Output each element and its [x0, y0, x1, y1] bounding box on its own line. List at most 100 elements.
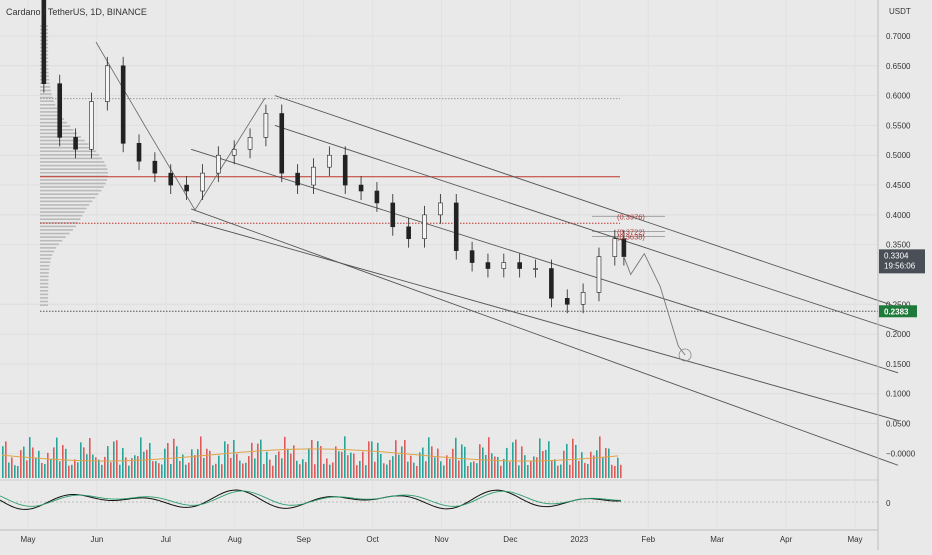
volume-bar [362, 451, 364, 478]
candle-body [580, 292, 586, 305]
price-tick-label: 0.5000 [886, 151, 911, 160]
last-price-value: 0.3304 [884, 251, 909, 260]
profile-bar [40, 218, 81, 221]
candle-body [279, 113, 285, 174]
profile-bar [40, 164, 107, 167]
profile-bar [40, 143, 89, 145]
candle-body [390, 202, 396, 228]
profile-bar [40, 186, 104, 188]
candle-body [596, 256, 602, 293]
volume-bar [386, 464, 388, 478]
volume-bar [317, 441, 319, 478]
profile-bar [40, 96, 53, 99]
volume-bar [413, 462, 415, 478]
volume-bar [515, 439, 517, 478]
profile-bar [40, 239, 63, 242]
volume-bar [521, 446, 523, 478]
volume-bar [176, 446, 178, 478]
profile-bar [40, 189, 102, 192]
horizontal-levels[interactable] [40, 98, 878, 312]
candle-body [57, 83, 63, 138]
profile-bar [40, 275, 49, 278]
volume-bar [491, 453, 493, 478]
volume-bar [239, 460, 241, 478]
profile-bar [40, 139, 85, 142]
volume-bar [188, 462, 190, 478]
volume-bar [332, 462, 334, 478]
time-tick-label: Feb [641, 535, 655, 544]
time-tick-label: Sep [297, 535, 312, 544]
volume-bar [320, 446, 322, 478]
support-price-value: 0.2383 [884, 307, 909, 316]
candle-body [517, 262, 522, 269]
profile-bar [40, 279, 49, 281]
profile-bar [40, 103, 56, 106]
candle-body [549, 268, 554, 299]
volume-bar [50, 458, 52, 478]
price-tick-label: 0.6500 [886, 62, 911, 71]
volume-bar [266, 451, 268, 478]
volume-bar [128, 465, 130, 478]
time-axis[interactable]: May Jun Jul Aug Sep Oct Nov Dec 2023 Feb Mar Apr May [0, 529, 878, 544]
grid [0, 35, 878, 454]
volume-bar [257, 443, 259, 478]
volume-bar [206, 448, 208, 478]
price-axis[interactable]: 0.7000 0.6500 0.6000 0.5500 0.5000 0.4500 0.40… [877, 0, 916, 550]
candle-body [533, 268, 538, 270]
projection-target [678, 348, 692, 362]
candle-body [231, 148, 237, 156]
volume-bar [59, 461, 61, 478]
candle-body [311, 166, 316, 186]
volume-bar [443, 465, 445, 478]
profile-bar [40, 254, 53, 256]
volume-bar [47, 452, 49, 478]
volume-bar [467, 465, 469, 478]
channel-line [274, 95, 899, 308]
volume-bar [272, 465, 274, 478]
volume-bar [371, 441, 373, 478]
volume-bar [620, 464, 622, 478]
volume-bar [341, 451, 343, 478]
volume-bar [473, 461, 475, 478]
time-tick-label: Jul [161, 535, 171, 544]
price-tick-label: 0.4500 [886, 181, 911, 190]
price-tick-label: 0.0500 [886, 420, 911, 429]
projection-path[interactable] [623, 252, 692, 362]
volume-bar [11, 457, 13, 478]
profile-bar [40, 121, 67, 124]
volume-bar [440, 461, 442, 478]
volume-bar [359, 460, 361, 478]
volume-bar [53, 447, 55, 478]
candle-body [612, 238, 618, 257]
profile-bar [40, 207, 87, 210]
candle-body [406, 226, 411, 240]
volume-bar [365, 465, 367, 478]
channel-line [191, 220, 899, 421]
volume-bar [575, 444, 577, 478]
volume-bar [419, 452, 421, 478]
volume-bar [209, 450, 211, 478]
profile-bar [40, 225, 76, 228]
candle-body [342, 154, 348, 186]
volume-bar [65, 448, 67, 478]
profile-bar [40, 214, 83, 217]
candle-body [327, 154, 332, 168]
volume-bar [560, 464, 562, 478]
volume-bar [86, 454, 88, 478]
volume-bar [449, 458, 451, 478]
volume-bar [137, 456, 139, 478]
channel-lines[interactable] [95, 41, 899, 466]
volume-bar [374, 461, 376, 478]
projection-line [623, 252, 686, 356]
volume-bar [164, 448, 166, 478]
profile-bar [40, 93, 52, 95]
candle-body [168, 172, 174, 186]
price-tick-label: 0.6000 [886, 92, 911, 101]
volume-bar [251, 442, 253, 478]
candle-body [73, 137, 78, 150]
volume-bar [224, 441, 226, 478]
volume-bar [539, 438, 541, 478]
volume-bar [125, 457, 127, 478]
